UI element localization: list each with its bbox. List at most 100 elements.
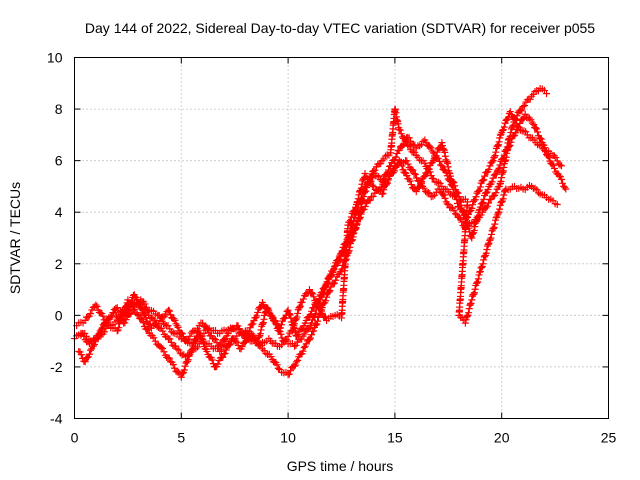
data-point-trace: [490, 223, 498, 231]
data-point-trace: [409, 166, 417, 174]
data-point-trace: [478, 200, 486, 208]
data-point-trace: [194, 328, 202, 336]
data-point-trace: [184, 356, 192, 364]
data-point-trace: [484, 240, 492, 248]
data-point: [378, 190, 386, 198]
data-point-trace: [249, 331, 257, 339]
data-point-trace: [397, 130, 405, 138]
data-point-trace: [476, 183, 484, 191]
data-point-trace: [507, 138, 515, 146]
data-point-trace: [127, 310, 135, 318]
data-point-trace: [457, 215, 465, 223]
data-point-trace: [170, 315, 178, 323]
data-point-trace: [355, 191, 363, 199]
data-point-trace: [187, 347, 195, 355]
data-point-trace: [119, 309, 127, 317]
data-point-trace: [165, 354, 173, 362]
data-point-trace: [533, 186, 541, 194]
data-point-trace: [373, 172, 381, 180]
data-point-trace: [411, 148, 419, 156]
data-point-trace: [304, 325, 312, 333]
data-point-trace: [552, 154, 560, 162]
data-point-trace: [341, 245, 349, 253]
data-point-trace: [164, 322, 172, 330]
data-point: [113, 304, 121, 312]
data-point-trace: [495, 138, 503, 146]
data-point-trace: [475, 186, 483, 194]
data-point-trace: [149, 321, 157, 329]
data-point-trace: [531, 184, 539, 192]
data-point-trace: [454, 199, 462, 207]
data-point-trace: [366, 196, 374, 204]
data-point: [293, 358, 301, 366]
data-point: [476, 268, 484, 276]
data-point-trace: [470, 226, 478, 234]
data-point-trace: [537, 135, 545, 143]
data-point-trace: [213, 339, 221, 347]
data-point: [271, 319, 279, 327]
data-point-trace: [160, 313, 168, 321]
data-point-trace: [528, 119, 536, 127]
data-point-trace: [367, 178, 375, 186]
data-point-trace: [377, 184, 385, 192]
data-point-trace: [265, 308, 273, 316]
data-point-trace: [343, 240, 351, 248]
data-point-trace: [226, 340, 234, 348]
data-point: [316, 296, 324, 304]
data-point: [267, 353, 275, 361]
data-point-trace: [468, 230, 476, 238]
data-point-trace: [149, 314, 157, 322]
data-point-trace: [323, 280, 331, 288]
data-point-trace: [277, 330, 285, 338]
data-point-trace: [437, 161, 445, 169]
data-point-trace: [221, 336, 229, 344]
data-point-trace: [169, 361, 177, 369]
data-point: [370, 182, 378, 190]
data-point-trace: [142, 314, 150, 322]
data-point-trace: [285, 370, 293, 378]
data-point-trace: [221, 350, 229, 358]
data-point-trace: [225, 341, 233, 349]
data-point-trace: [392, 153, 400, 161]
data-point-trace: [405, 134, 413, 142]
data-point-trace: [473, 279, 481, 287]
data-point-trace: [290, 362, 298, 370]
data-point-trace: [496, 205, 504, 213]
data-point-trace: [463, 312, 471, 320]
data-point-trace: [332, 276, 340, 284]
data-point: [478, 208, 486, 216]
data-point-trace: [310, 313, 318, 321]
data-point: [461, 319, 469, 327]
data-point-trace: [126, 310, 134, 318]
data-point-trace: [433, 148, 441, 156]
data-point-trace: [97, 327, 105, 335]
data-point-trace: [80, 332, 88, 340]
y-tick-label: 10: [47, 50, 63, 66]
data-point-trace: [488, 230, 496, 238]
data-point-trace: [89, 342, 97, 350]
data-point-trace: [159, 345, 167, 353]
data-point-trace: [399, 142, 407, 150]
data-point-trace: [200, 330, 208, 338]
data-point: [446, 172, 454, 180]
data-point-trace: [534, 189, 542, 197]
y-tick-label: -2: [50, 359, 63, 375]
data-point-trace: [480, 176, 488, 184]
data-point-trace: [329, 280, 337, 288]
data-point: [378, 157, 386, 165]
data-point: [310, 327, 318, 335]
data-point: [472, 193, 480, 201]
data-point-trace: [296, 303, 304, 311]
data-point-trace: [159, 327, 167, 335]
data-point-trace: [357, 210, 365, 218]
data-point-trace: [294, 330, 302, 338]
data-point-trace: [518, 106, 526, 114]
data-point-trace: [520, 127, 528, 135]
data-point-trace: [379, 189, 387, 197]
data-point-trace: [321, 313, 329, 321]
data-point: [284, 306, 292, 314]
y-tick-label: 2: [55, 256, 63, 272]
data-point: [361, 170, 369, 178]
data-point-trace: [561, 183, 569, 191]
data-point-trace: [361, 202, 369, 210]
